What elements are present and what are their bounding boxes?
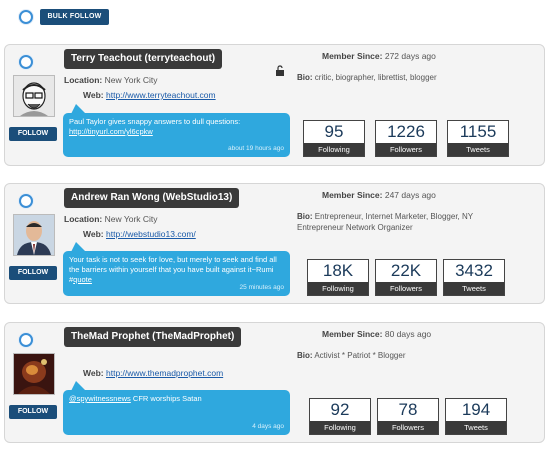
following-stat[interactable]: 95 Following (303, 120, 365, 157)
web-row: Web: http://www.themadprophet.com (83, 368, 223, 378)
select-all-radio[interactable] (19, 10, 33, 24)
latest-tweet: Paul Taylor gives snappy answers to dull… (63, 104, 290, 157)
tweet-text: Paul Taylor gives snappy answers to dull… (69, 117, 241, 126)
tweet-timestamp: 4 days ago (252, 423, 284, 430)
user-name[interactable]: Andrew Ran Wong (WebStudio13) (64, 188, 240, 208)
following-stat[interactable]: 92 Following (309, 398, 371, 435)
bio-text: Entrepreneur, Internet Marketer, Blogger… (297, 212, 473, 232)
tweet-link[interactable]: http://tinyurl.com/yl6cpkw (69, 127, 153, 136)
tweets-label: Tweets (446, 421, 506, 434)
avatar[interactable] (13, 75, 55, 117)
tweets-stat[interactable]: 3432 Tweets (443, 259, 505, 296)
location-row: Location: New York City (64, 214, 158, 224)
avatar[interactable] (13, 353, 55, 395)
select-user-radio[interactable] (19, 333, 33, 347)
bulk-follow-button[interactable]: BULK FOLLOW (40, 9, 109, 25)
select-user-radio[interactable] (19, 55, 33, 69)
web-label: Web: (83, 229, 104, 239)
member-since-value: 247 days ago (384, 190, 436, 200)
web-label: Web: (83, 368, 104, 378)
latest-tweet: Your task is not to seek for love, but m… (63, 242, 290, 296)
bio-label: Bio: (297, 73, 313, 82)
following-stat[interactable]: 18K Following (307, 259, 369, 296)
tweets-count: 3432 (455, 261, 493, 280)
followers-count: 22K (390, 261, 422, 280)
followers-stat[interactable]: 1226 Followers (375, 120, 437, 157)
avatar-image (14, 354, 54, 394)
web-row: Web: http://webstudio13.com/ (83, 229, 196, 239)
member-since-label: Member Since: (322, 190, 383, 200)
bio-text: critic, biographer, librettist, blogger (314, 73, 437, 82)
web-label: Web: (83, 90, 104, 100)
following-count: 95 (324, 122, 344, 141)
bio: Bio: Activist * Patriot * Blogger (297, 350, 512, 361)
avatar-image (14, 76, 54, 116)
tweet-timestamp: about 19 hours ago (227, 145, 284, 152)
bio-text: Activist * Patriot * Blogger (314, 351, 406, 360)
user-card: Terry Teachout (terryteachout) FOLLOW Lo… (4, 44, 545, 166)
tweet-text: CFR worships Satan (132, 394, 202, 403)
tweets-label: Tweets (444, 282, 504, 295)
member-since-value: 272 days ago (384, 51, 436, 61)
follow-button[interactable]: FOLLOW (9, 127, 57, 141)
avatar[interactable] (13, 214, 55, 256)
bio: Bio: critic, biographer, librettist, blo… (297, 72, 512, 83)
member-since-value: 80 days ago (384, 329, 432, 339)
member-since-label: Member Since: (322, 51, 383, 61)
following-label: Following (308, 282, 368, 295)
followers-label: Followers (378, 421, 438, 434)
tweets-count: 1155 (459, 122, 497, 141)
following-count: 18K (322, 261, 354, 280)
follow-button[interactable]: FOLLOW (9, 266, 57, 280)
tweets-stat[interactable]: 194 Tweets (445, 398, 507, 435)
user-card: Andrew Ran Wong (WebStudio13) FOLLOW Loc… (4, 183, 545, 304)
followers-stat[interactable]: 78 Followers (377, 398, 439, 435)
latest-tweet: @spywitnessnews CFR worships Satan 4 day… (63, 381, 290, 435)
bio: Bio: Entrepreneur, Internet Marketer, Bl… (297, 211, 512, 233)
location-value: New York City (104, 75, 158, 85)
tweets-label: Tweets (448, 143, 508, 156)
following-count: 92 (330, 400, 350, 419)
web-link[interactable]: http://www.terryteachout.com (106, 90, 216, 100)
web-link[interactable]: http://www.themadprophet.com (106, 368, 224, 378)
tweet-text: Your task is not to seek for love, but m… (69, 255, 277, 284)
lock-icon (275, 63, 285, 76)
bio-label: Bio: (297, 212, 313, 221)
followers-count: 1226 (387, 122, 425, 141)
tweet-mention-link[interactable]: @spywitnessnews (69, 394, 131, 403)
bio-label: Bio: (297, 351, 313, 360)
tweets-count: 194 (461, 400, 491, 419)
followers-label: Followers (376, 282, 436, 295)
location-label: Location: (64, 214, 103, 224)
location-row: Location: New York City (64, 75, 158, 85)
following-label: Following (310, 421, 370, 434)
following-label: Following (304, 143, 364, 156)
user-card: TheMad Prophet (TheMadProphet) FOLLOW We… (4, 322, 545, 443)
tweets-stat[interactable]: 1155 Tweets (447, 120, 509, 157)
followers-label: Followers (376, 143, 436, 156)
member-since: Member Since: 80 days ago (322, 329, 431, 339)
tweet-hashtag-link[interactable]: quote (73, 275, 92, 284)
web-row: Web: http://www.terryteachout.com (83, 90, 216, 100)
member-since-label: Member Since: (322, 329, 383, 339)
follow-button[interactable]: FOLLOW (9, 405, 57, 419)
followers-stat[interactable]: 22K Followers (375, 259, 437, 296)
followers-count: 78 (398, 400, 418, 419)
member-since: Member Since: 272 days ago (322, 51, 436, 61)
user-name[interactable]: TheMad Prophet (TheMadProphet) (64, 327, 242, 347)
web-link[interactable]: http://webstudio13.com/ (106, 229, 196, 239)
user-name[interactable]: Terry Teachout (terryteachout) (64, 49, 223, 69)
location-value: New York City (104, 214, 158, 224)
select-user-radio[interactable] (19, 194, 33, 208)
member-since: Member Since: 247 days ago (322, 190, 436, 200)
tweet-timestamp: 25 minutes ago (239, 284, 284, 291)
location-label: Location: (64, 75, 103, 85)
avatar-image (14, 215, 54, 255)
